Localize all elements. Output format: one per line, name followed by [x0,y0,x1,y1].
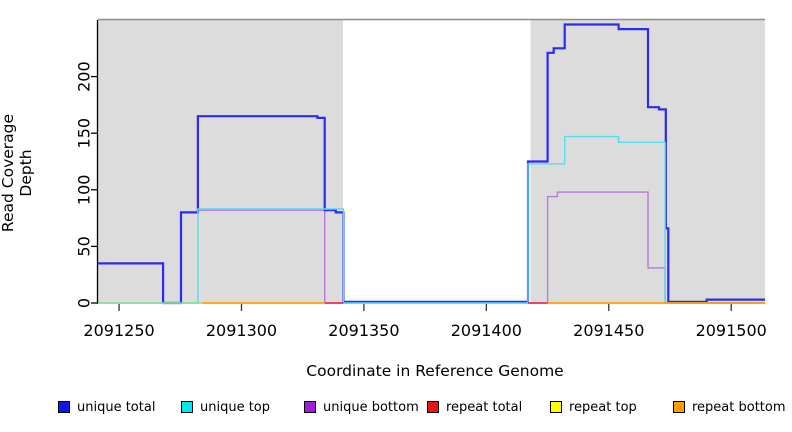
legend-swatch-repeat-total [427,401,439,413]
x-axis-title: Coordinate in Reference Genome [306,362,564,380]
legend-swatch-repeat-top [550,401,562,413]
legend-label: repeat top [569,399,637,415]
legend-label: unique top [200,399,271,415]
legend-swatch-repeat-bottom [673,401,685,413]
legend-swatch-unique-total [58,401,70,413]
x-tick-label: 2091250 [83,321,154,340]
legend-item-repeat-bottom: repeat bottom [673,399,786,415]
legend-item-unique-total: unique total [58,399,155,415]
legend-item-unique-top: unique top [181,399,270,415]
legend-item-repeat-total: repeat total [427,399,522,415]
y-tick-label: 100 [75,175,94,206]
legend-label: unique total [77,399,156,415]
y-tick-label: 0 [75,298,94,308]
series-line-unique-total [98,23,765,305]
legend-label: repeat bottom [692,399,786,415]
legend-swatch-unique-bottom [304,401,316,413]
series-line-unique-top [98,135,765,304]
x-tick-label: 2091300 [206,321,277,340]
y-tick-label: 200 [75,61,94,92]
legend-item-unique-bottom: unique bottom [304,399,419,415]
shaded-region [98,20,344,303]
y-axis-title: Read Coverage Depth [0,113,35,233]
x-tick-label: 2091400 [451,321,522,340]
legend-item-repeat-top: repeat top [550,399,637,415]
legend-swatch-unique-top [181,401,193,413]
y-tick-label: 50 [75,236,94,256]
x-tick-label: 2091450 [573,321,644,340]
legend-label: unique bottom [323,399,419,415]
x-tick-label: 2091500 [696,321,767,340]
y-tick-label: 150 [75,118,94,149]
x-tick-label: 2091350 [328,321,399,340]
legend-label: repeat total [446,399,523,415]
